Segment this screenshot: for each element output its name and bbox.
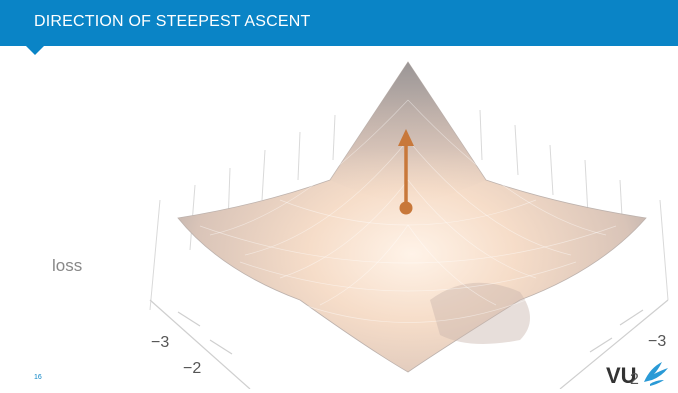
vu-griffin-icon: [644, 362, 668, 386]
svg-text:VU: VU: [606, 363, 637, 388]
svg-text:2: 2: [630, 371, 639, 388]
vu-logo: VU 2: [604, 358, 674, 388]
z-axis-title: loss: [52, 256, 83, 275]
plot-gridlines: [149, 109, 669, 311]
current-point-marker: [399, 201, 413, 215]
slide-title-bar: DIRECTION OF STEEPEST ASCENT: [0, 0, 678, 46]
slide-number: 16: [34, 374, 42, 381]
slide-title: DIRECTION OF STEEPEST ASCENT: [34, 13, 311, 30]
surface-mesh: [199, 99, 617, 323]
title-bar-pointer: [26, 46, 44, 55]
surface-bump: [430, 282, 530, 344]
left-axis-tick: −3: [151, 334, 170, 351]
steepest-ascent-arrow: [398, 129, 414, 215]
right-axis-tick: −3: [648, 333, 667, 350]
floor-axes: [149, 299, 669, 389]
left-axis-tick: −2: [183, 360, 202, 377]
